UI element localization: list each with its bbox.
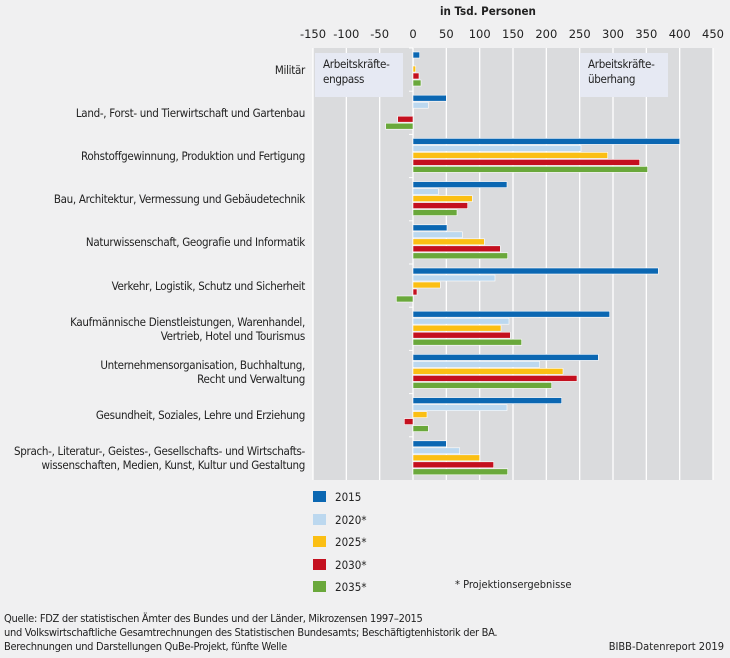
bar-2035-5 xyxy=(396,295,414,303)
bar-2020-7 xyxy=(412,361,540,368)
bar-2030-5 xyxy=(412,288,418,296)
bar-2030-3 xyxy=(412,202,468,209)
footnote: * Projektionsergebnisse xyxy=(455,578,572,591)
bar-2030-2 xyxy=(412,159,640,166)
bar-2030-4 xyxy=(412,245,501,253)
bar-2015-2 xyxy=(412,138,680,145)
bar-2035-3 xyxy=(412,209,458,216)
x-tick-label: 350 xyxy=(635,27,657,41)
bar-2035-8 xyxy=(412,425,429,432)
bar-2020-8 xyxy=(412,404,508,411)
category-label: Verkehr, Logistik, Schutz und Sicherheit xyxy=(111,278,306,293)
bar-2035-1 xyxy=(385,122,414,130)
legend-swatch xyxy=(313,558,326,570)
bar-2025-0 xyxy=(412,65,416,73)
bar-2030-8 xyxy=(404,418,414,425)
category-label: Kaufmännische Dienstleistungen, Warenhan… xyxy=(70,314,305,343)
bar-2015-3 xyxy=(412,181,508,188)
legend-swatch xyxy=(313,536,326,547)
x-tick-label: 300 xyxy=(602,27,624,41)
bar-2025-9 xyxy=(412,454,480,462)
bar-2035-0 xyxy=(412,79,422,87)
x-tick-label: -100 xyxy=(333,27,359,41)
category-label: Militär xyxy=(274,62,305,77)
bar-2030-0 xyxy=(412,72,420,80)
legend-label: 2030* xyxy=(335,557,367,572)
bar-2030-9 xyxy=(412,461,494,469)
x-tick-label: -50 xyxy=(370,27,389,41)
x-tick-label: 400 xyxy=(669,27,691,41)
x-tick-label: 100 xyxy=(469,27,491,41)
bar-2020-0 xyxy=(412,58,414,66)
bar-2015-9 xyxy=(412,440,447,448)
bar-2020-2 xyxy=(412,145,582,152)
credit-text: BIBB-Datenreport 2019 xyxy=(608,640,724,653)
bar-2025-2 xyxy=(412,152,608,159)
annotation-ueberhang: Arbeitskräfte- überhang xyxy=(580,53,668,97)
bar-2025-7 xyxy=(412,368,564,375)
x-tick-label: 50 xyxy=(439,27,454,41)
bar-2025-1 xyxy=(412,108,414,116)
bar-2015-6 xyxy=(412,310,610,318)
category-label: Unternehmensorganisation, Buchhaltung, R… xyxy=(100,358,305,386)
bar-2020-4 xyxy=(412,231,463,239)
bar-2030-6 xyxy=(412,331,511,339)
bar-2035-7 xyxy=(412,382,552,389)
category-label: Sprach-, Literatur-, Geistes-, Gesellsch… xyxy=(13,444,305,473)
bar-2035-9 xyxy=(412,468,508,476)
bar-2015-4 xyxy=(412,224,448,232)
bar-2020-5 xyxy=(412,274,496,282)
x-tick-label: 0 xyxy=(409,27,416,41)
bar-2015-8 xyxy=(412,397,562,404)
bar-2020-3 xyxy=(412,188,439,195)
bar-2025-6 xyxy=(412,324,502,332)
bar-2015-1 xyxy=(412,94,447,102)
bar-2030-7 xyxy=(412,375,578,382)
legend-label: 2035* xyxy=(335,580,367,594)
bar-2020-6 xyxy=(412,317,510,325)
category-label: Rohstoffgewinnung, Produktion und Fertig… xyxy=(80,149,305,163)
bar-2015-0 xyxy=(412,51,420,59)
legend-label: 2015 xyxy=(335,490,362,504)
legend-swatch xyxy=(313,513,326,525)
x-tick-label: 250 xyxy=(569,27,591,41)
bar-2020-1 xyxy=(412,101,429,109)
legend-label: 2025* xyxy=(335,535,367,549)
x-tick-label: 450 xyxy=(702,27,724,41)
axis-title: in Tsd. Personen xyxy=(440,4,536,18)
legend-label: 2020* xyxy=(335,512,367,527)
bar-2020-9 xyxy=(412,447,460,455)
source-text: Quelle: FDZ der statistischen Ämter des … xyxy=(4,612,498,653)
bar-2025-5 xyxy=(412,281,441,289)
category-label: Naturwissenschaft, Geografie und Informa… xyxy=(85,235,305,250)
legend-swatch xyxy=(313,581,326,592)
bar-2035-2 xyxy=(412,166,648,173)
bar-2025-4 xyxy=(412,238,485,246)
category-label: Gesundheit, Soziales, Lehre und Erziehun… xyxy=(95,408,305,423)
bar-2025-8 xyxy=(412,411,428,418)
bar-2030-1 xyxy=(397,115,414,123)
bar-2015-7 xyxy=(412,354,599,361)
bar-2025-3 xyxy=(412,195,473,202)
category-label: Land-, Forst- und Tierwirtschaft und Gar… xyxy=(75,105,305,120)
x-tick-label: 200 xyxy=(535,27,557,41)
category-label: Bau, Architektur, Vermessung und Gebäude… xyxy=(53,192,305,207)
x-tick-label: -150 xyxy=(300,27,326,41)
bar-2015-5 xyxy=(412,267,659,275)
annotation-engpass: Arbeitskräfte- engpass xyxy=(315,53,403,97)
bar-2035-4 xyxy=(412,252,508,260)
legend-swatch xyxy=(313,491,326,502)
bar-2035-6 xyxy=(412,338,522,346)
x-tick-label: 150 xyxy=(502,27,524,41)
